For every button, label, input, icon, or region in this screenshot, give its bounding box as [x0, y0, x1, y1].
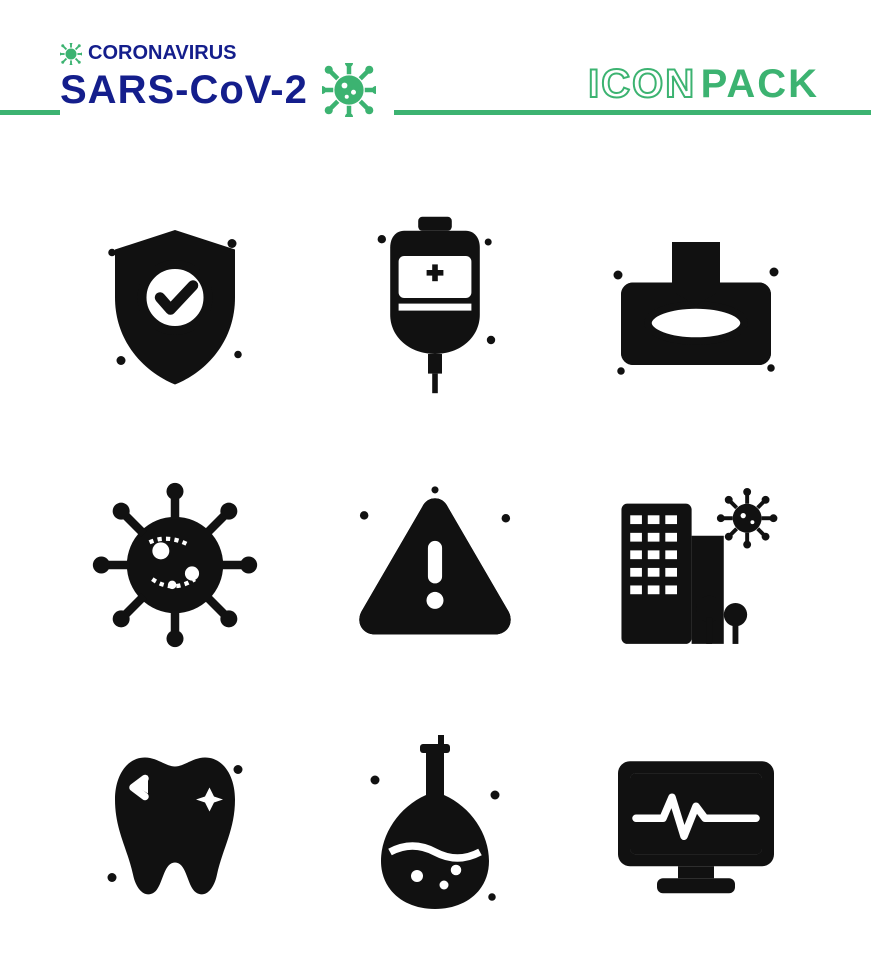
monitor-ecg-icon — [581, 710, 811, 940]
title-line1-text: CORONAVIRUS — [88, 42, 237, 65]
header: CORONAVIRUS SARS-CoV-2 ICON PACK — [0, 0, 871, 140]
title-line2-text: SARS-CoV-2 — [60, 70, 308, 110]
flask-icon — [320, 710, 550, 940]
warning-icon — [320, 450, 550, 680]
tissue-box-icon — [581, 190, 811, 420]
shield-check-icon — [60, 190, 290, 420]
infected-building-icon — [581, 450, 811, 680]
virus-big-icon — [322, 63, 376, 117]
icon-grid — [60, 190, 811, 940]
title-line1: CORONAVIRUS — [60, 42, 376, 65]
title-badge: CORONAVIRUS SARS-CoV-2 — [60, 42, 394, 117]
icon-pack-word2: PACK — [701, 62, 819, 106]
iv-drip-icon — [320, 190, 550, 420]
virus-cell-icon — [60, 450, 290, 680]
icon-pack-word1: ICON — [588, 62, 696, 106]
virus-mini-icon — [60, 43, 82, 65]
tooth-icon — [60, 710, 290, 940]
title-line2: SARS-CoV-2 — [60, 63, 376, 117]
icon-pack-label: ICON PACK — [576, 62, 831, 107]
